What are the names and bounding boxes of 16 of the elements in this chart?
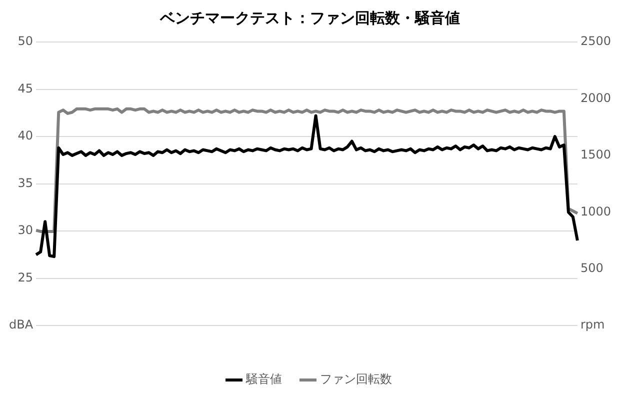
y-tick-label: 35: [18, 176, 34, 190]
chart-title: ベンチマークテスト：ファン回転数・騒音値: [159, 8, 460, 27]
y2-tick-label: rpm: [580, 318, 605, 332]
y-tick-label: 50: [18, 34, 34, 48]
y-tick-label: 25: [18, 270, 34, 284]
legend-label: ファン回転数: [320, 372, 392, 386]
y-tick-label: 40: [18, 128, 34, 143]
y-tick-label: dBA: [8, 318, 34, 332]
y2-tick-label: 1000: [580, 204, 612, 218]
y2-tick-label: 2000: [580, 90, 612, 105]
y2-tick-label: 1500: [580, 148, 612, 162]
y-tick-label: 45: [18, 81, 34, 96]
y-tick-label: 30: [18, 223, 34, 238]
y2-tick-label: 500: [580, 261, 604, 276]
y2-tick-label: 2500: [580, 34, 612, 48]
legend-label: 騒音値: [245, 372, 282, 386]
